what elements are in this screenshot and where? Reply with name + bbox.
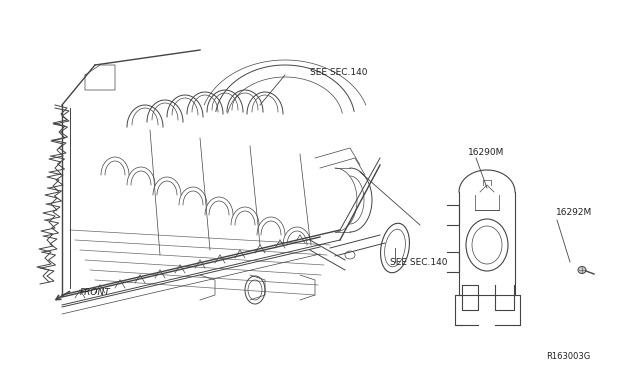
Text: SEE SEC.140: SEE SEC.140 <box>390 258 447 267</box>
Text: 16290M: 16290M <box>468 148 504 157</box>
Text: SEE SEC.140: SEE SEC.140 <box>310 68 367 77</box>
Text: 16292M: 16292M <box>556 208 592 217</box>
Text: R163003G: R163003G <box>546 352 590 361</box>
Text: FRONT: FRONT <box>80 288 111 297</box>
Ellipse shape <box>578 266 586 273</box>
